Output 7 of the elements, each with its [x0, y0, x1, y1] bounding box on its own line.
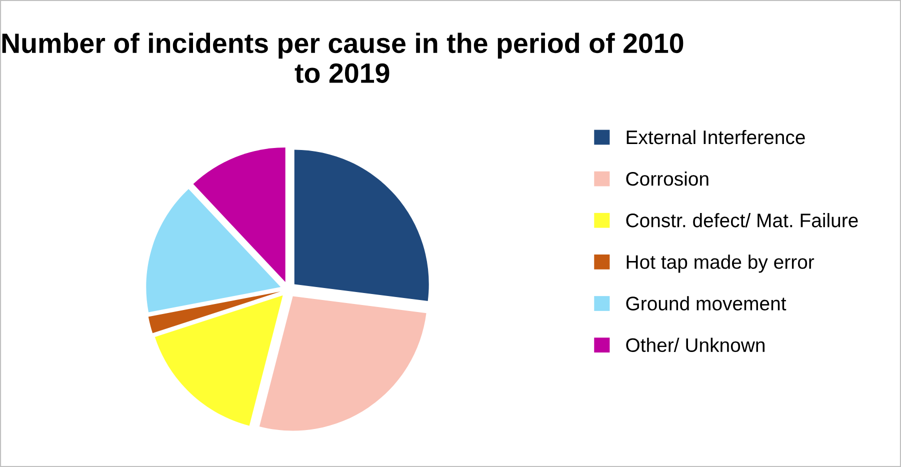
chart-title: Number of incidents per cause in the period of 2010 to 2019: [2, 32, 684, 84]
legend-label: Ground movement: [626, 296, 786, 310]
legend-label: Constr. defect/ Mat. Failure: [626, 213, 858, 228]
legend-label: Other/ Unknown: [626, 338, 764, 352]
legend-label: Corrosion: [626, 171, 708, 186]
legend-label: External Interference: [626, 130, 805, 144]
legend-label: Hot tap made by error: [626, 254, 814, 273]
